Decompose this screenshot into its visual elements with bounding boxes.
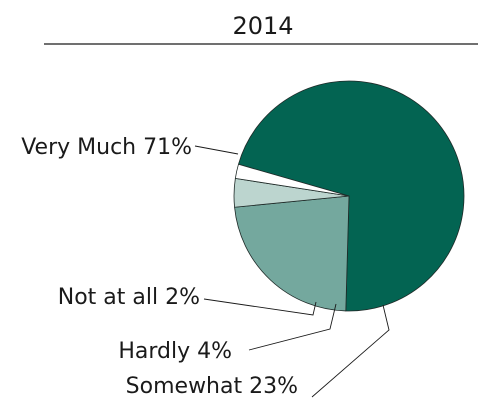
- leader-line-hardly: [248, 303, 337, 351]
- slice-label-not-at-all: Not at all 2%: [58, 285, 200, 310]
- leader-line-very-much: [194, 145, 239, 155]
- leader-lines-layer: [194, 145, 390, 398]
- slice-labels-layer: Very Much 71% Somewhat 23% Hardly 4% Not at…: [21, 135, 298, 399]
- slice-label-somewhat: Somewhat 23%: [126, 374, 298, 399]
- chart-title: 2014: [232, 12, 293, 40]
- slice-label-very-much: Very Much 71%: [21, 135, 192, 160]
- slice-label-hardly: Hardly 4%: [118, 339, 232, 364]
- leader-line-somewhat: [311, 304, 390, 398]
- slices-layer: [233, 80, 465, 312]
- pie-slice-not-at-all: [234, 163, 350, 197]
- leader-line-not-at-all: [203, 298, 317, 316]
- pie-slice-somewhat: [234, 195, 350, 312]
- pie-slice-very-much: [238, 80, 465, 312]
